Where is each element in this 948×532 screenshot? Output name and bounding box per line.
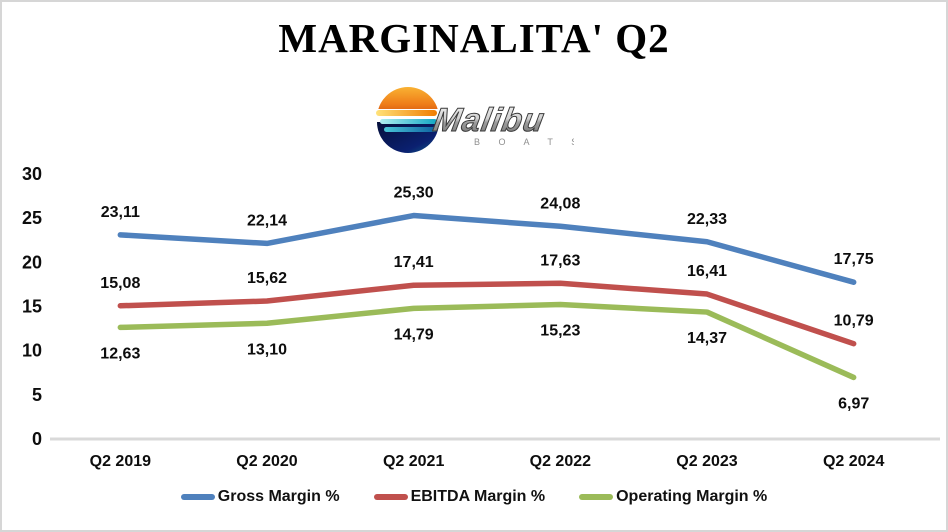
- x-axis-label: Q2 2024: [823, 453, 884, 470]
- data-label-ebitda-margin: 16,41: [687, 263, 727, 280]
- data-label-operating-margin: 14,79: [394, 326, 434, 343]
- malibu-boats-logo: Malibu B O A T S: [374, 86, 577, 154]
- legend-item-gross-margin: Gross Margin %: [180, 488, 340, 506]
- logo-graphic: Malibu B O A T S: [374, 87, 577, 153]
- x-axis-label: Q2 2023: [676, 453, 737, 470]
- y-tick-label: 10: [22, 341, 42, 361]
- logo-stripe-teal: [380, 119, 437, 124]
- legend-marker-ebitda-margin: [373, 494, 408, 500]
- y-tick-label: 25: [22, 208, 42, 228]
- logo-stripe-orange: [376, 110, 437, 116]
- data-label-operating-margin: 6,97: [838, 395, 869, 412]
- logo-brand-text: Malibu: [431, 102, 548, 139]
- data-label-gross-margin: 23,11: [101, 204, 140, 221]
- legend-marker-operating-margin: [579, 494, 614, 500]
- y-tick-label: 20: [22, 252, 42, 272]
- y-tick-label: 15: [22, 297, 42, 317]
- data-label-gross-margin: 24,08: [540, 195, 580, 212]
- x-axis-label: Q2 2022: [530, 453, 591, 470]
- series-line-operating-margin: [117, 301, 857, 381]
- data-label-ebitda-margin: 17,63: [540, 252, 580, 269]
- data-label-gross-margin: 17,75: [834, 251, 874, 268]
- data-label-ebitda-margin: 17,41: [394, 254, 434, 271]
- legend-label: EBITDA Margin %: [410, 488, 546, 505]
- legend-marker-gross-margin: [180, 494, 215, 500]
- logo-sphere: [374, 87, 440, 153]
- y-tick-label: 30: [22, 164, 42, 184]
- legend-label: Gross Margin %: [217, 488, 340, 505]
- data-label-gross-margin: 22,33: [687, 211, 727, 228]
- logo-stripe-blue: [384, 127, 437, 132]
- chart-legend: Gross Margin % EBITDA Margin % Operating M…: [2, 488, 946, 506]
- data-label-operating-margin: 12,63: [100, 345, 140, 362]
- x-axis-label: Q2 2019: [90, 453, 151, 470]
- data-label-operating-margin: 14,37: [687, 330, 727, 347]
- x-axis-label: Q2 2020: [236, 453, 297, 470]
- x-axis-label: Q2 2021: [383, 453, 444, 470]
- y-tick-label: 0: [32, 429, 42, 449]
- series-line-ebitda-margin: [117, 280, 857, 347]
- legend-item-ebitda-margin: EBITDA Margin %: [373, 488, 546, 506]
- data-label-ebitda-margin: 10,79: [834, 313, 874, 330]
- data-label-ebitda-margin: 15,62: [247, 270, 287, 287]
- data-label-gross-margin: 25,30: [394, 185, 434, 202]
- data-label-ebitda-margin: 15,08: [100, 275, 140, 292]
- logo-boats-text: B O A T S: [474, 137, 574, 147]
- data-label-gross-margin: 22,14: [247, 212, 287, 229]
- data-label-operating-margin: 13,10: [247, 341, 287, 358]
- chart-title: MARGINALITA' Q2: [278, 15, 670, 61]
- legend-label: Operating Margin %: [616, 488, 768, 505]
- y-tick-label: 5: [32, 385, 42, 405]
- data-label-operating-margin: 15,23: [540, 322, 580, 339]
- series-line-gross-margin: [117, 212, 857, 285]
- legend-item-operating-margin: Operating Margin %: [579, 488, 767, 506]
